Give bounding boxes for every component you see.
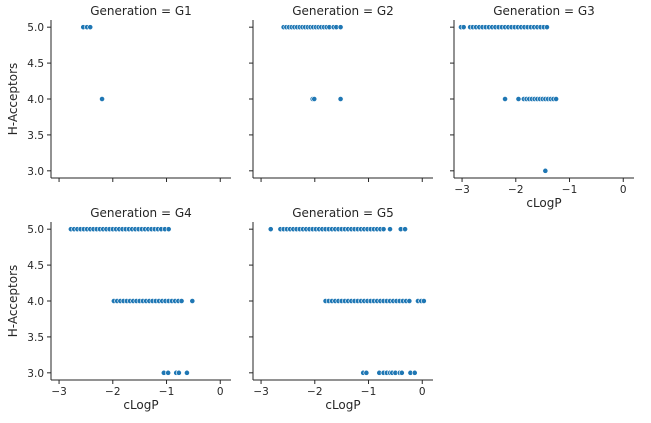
panel-3: Generation = G3 −3 −2 −1 0 cLogP bbox=[450, 4, 634, 210]
y-tick-label: 3.5 bbox=[27, 332, 44, 344]
scatter-point bbox=[402, 226, 408, 233]
panel-4: Generation = G4 −3 −2 −1 0 3.0 3.5 4.0 4.5 5.0 cLo… bbox=[6, 206, 231, 412]
panel-5: Generation = G5 −3 −2 −1 0 cLogP bbox=[249, 206, 433, 412]
y-axis-label: H-Acceptors bbox=[6, 265, 20, 338]
scatter-point bbox=[544, 24, 550, 31]
x-tick-label: −1 bbox=[562, 184, 577, 196]
panel-title: Generation = G2 bbox=[292, 4, 394, 18]
y-tick-label: 5.0 bbox=[27, 224, 44, 236]
scatter-point bbox=[337, 96, 344, 102]
x-tick-label: −2 bbox=[105, 386, 120, 398]
scatter-point bbox=[267, 226, 274, 233]
scatter-point bbox=[553, 96, 559, 102]
scatter-point bbox=[515, 96, 522, 102]
scatter-point bbox=[184, 369, 190, 376]
panel-title: Generation = G3 bbox=[493, 4, 595, 18]
y-tick-label: 4.5 bbox=[27, 260, 44, 272]
x-tick-label: −3 bbox=[454, 184, 469, 196]
x-tick-label: −1 bbox=[159, 386, 174, 398]
scatter-point bbox=[542, 167, 549, 174]
scatter-point bbox=[178, 298, 185, 304]
panel-title: Generation = G4 bbox=[90, 206, 192, 220]
y-tick-label: 3.0 bbox=[27, 166, 44, 178]
x-tick-label: −2 bbox=[508, 184, 523, 196]
scatter-point bbox=[189, 298, 196, 304]
scatter-point bbox=[175, 369, 182, 376]
x-tick-label: −3 bbox=[253, 386, 268, 398]
x-tick-label: 0 bbox=[217, 386, 224, 398]
scatter-point bbox=[311, 96, 318, 102]
scatter-point bbox=[363, 369, 370, 376]
y-axis-label: H-Acceptors bbox=[6, 63, 20, 136]
scatter-point bbox=[387, 226, 393, 233]
x-tick-label: 0 bbox=[419, 386, 426, 398]
scatter-point bbox=[460, 24, 467, 31]
x-axis-label: cLogP bbox=[526, 196, 561, 210]
y-tick-label: 3.0 bbox=[27, 368, 44, 380]
scatter-point bbox=[337, 24, 344, 31]
x-axis-label: cLogP bbox=[325, 398, 360, 412]
scatter-point bbox=[398, 369, 405, 376]
panel-2: Generation = G2 bbox=[249, 4, 433, 182]
panel-1: Generation = G1 3.0 3.5 4.0 4.5 5.0 H-Acceptor… bbox=[6, 4, 231, 182]
x-axis-label: cLogP bbox=[123, 398, 158, 412]
scatter-point bbox=[87, 24, 94, 31]
x-tick-label: 0 bbox=[620, 184, 627, 196]
y-tick-label: 4.0 bbox=[27, 94, 44, 106]
scatter-point bbox=[99, 96, 105, 102]
x-tick-label: −1 bbox=[361, 386, 376, 398]
panel-title: Generation = G5 bbox=[292, 206, 394, 220]
scatter-point bbox=[165, 369, 172, 376]
x-tick-label: −2 bbox=[307, 386, 322, 398]
x-tick-label: −3 bbox=[51, 386, 66, 398]
y-tick-label: 3.5 bbox=[27, 130, 44, 142]
scatter-point bbox=[165, 226, 172, 233]
scatter-point bbox=[380, 226, 387, 233]
y-tick-label: 5.0 bbox=[27, 22, 44, 34]
y-tick-label: 4.0 bbox=[27, 296, 44, 308]
scatter-point bbox=[420, 298, 427, 304]
panel-title: Generation = G1 bbox=[90, 4, 192, 18]
scatter-point bbox=[411, 369, 418, 376]
scatter-point bbox=[406, 298, 413, 304]
y-tick-label: 4.5 bbox=[27, 58, 44, 70]
scatter-point bbox=[502, 96, 508, 102]
